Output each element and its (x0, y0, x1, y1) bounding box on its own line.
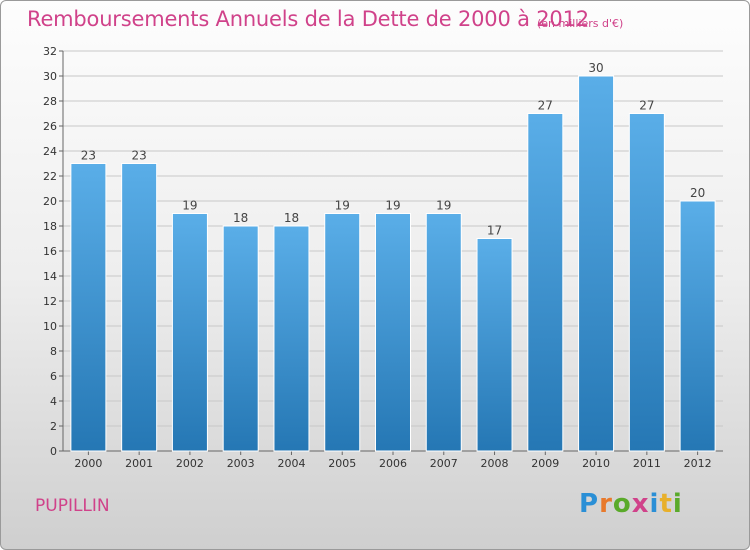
x-tick-label: 2004 (277, 457, 305, 470)
bar-value-label: 23 (132, 149, 147, 163)
bar (578, 75, 615, 452)
labels: 23 2000 23 2001 19 2002 18 2003 18 2004 19 2005 19 20… (74, 61, 711, 470)
x-tick-label: 2001 (125, 457, 153, 470)
logo-letter: i (672, 489, 683, 519)
bar-value-label: 19 (335, 199, 350, 213)
y-tick-label: 26 (43, 120, 57, 133)
y-tick-label: 6 (50, 370, 57, 383)
y-tick-label: 4 (50, 395, 57, 408)
chart-title: Remboursements Annuels de la Dette de 20… (27, 7, 589, 31)
commune-name: PUPILLIN (35, 496, 110, 516)
bar (628, 113, 665, 452)
x-tick-label: 2005 (328, 457, 356, 470)
bar (222, 225, 259, 452)
y-tick-label: 2 (50, 420, 57, 433)
y-tick-label: 32 (43, 45, 57, 58)
bar-value-label: 19 (385, 199, 400, 213)
bar-value-label: 19 (182, 199, 197, 213)
y-tick-label: 16 (43, 245, 57, 258)
x-tick-label: 2012 (684, 457, 712, 470)
x-tick-label: 2002 (176, 457, 204, 470)
x-tick-label: 2006 (379, 457, 407, 470)
bar (171, 213, 208, 452)
y-tick-label: 28 (43, 95, 57, 108)
bar-value-label: 18 (284, 211, 299, 225)
y-tick-label: 20 (43, 195, 57, 208)
bar (70, 163, 107, 452)
bar (476, 238, 513, 452)
logo-letter: x (631, 489, 650, 519)
logo-letter: r (599, 489, 613, 519)
y-tick-label: 8 (50, 345, 57, 358)
bar-value-label: 17 (487, 224, 502, 238)
x-tick-label: 2009 (531, 457, 559, 470)
bar-value-label: 18 (233, 211, 248, 225)
logo-letter: i (649, 489, 660, 519)
logo-letter: t (659, 489, 673, 519)
x-tick-label: 2000 (74, 457, 102, 470)
y-tick-label: 10 (43, 320, 57, 333)
bar (425, 213, 462, 452)
x-tick-label: 2011 (633, 457, 661, 470)
logo-letter: o (612, 489, 632, 519)
x-tick-label: 2007 (430, 457, 458, 470)
y-tick-label: 0 (50, 445, 57, 458)
bar-value-label: 23 (81, 149, 96, 163)
bar-value-label: 27 (538, 99, 553, 113)
bar-value-label: 19 (436, 199, 451, 213)
proxiti-logo: Proxiti (579, 489, 683, 519)
logo-letter: P (579, 489, 600, 519)
bar (679, 200, 716, 452)
chart-subtitle: (en milliers d'€) (537, 17, 624, 30)
bars (70, 75, 716, 452)
y-tick-label: 30 (43, 70, 57, 83)
bar (527, 113, 564, 452)
x-tick-label: 2003 (227, 457, 255, 470)
bar (121, 163, 158, 452)
bar (375, 213, 411, 452)
x-tick-label: 2008 (481, 457, 509, 470)
bar-value-label: 20 (690, 186, 705, 200)
y-tick-label: 14 (43, 270, 57, 283)
x-tick-label: 2010 (582, 457, 610, 470)
y-tick-label: 12 (43, 295, 57, 308)
bar (324, 213, 361, 452)
y-tick-label: 18 (43, 220, 57, 233)
bar-value-label: 30 (588, 61, 603, 75)
bar-value-label: 27 (639, 99, 654, 113)
y-tick-label: 24 (43, 145, 57, 158)
bar (273, 225, 310, 452)
y-tick-label: 22 (43, 170, 57, 183)
